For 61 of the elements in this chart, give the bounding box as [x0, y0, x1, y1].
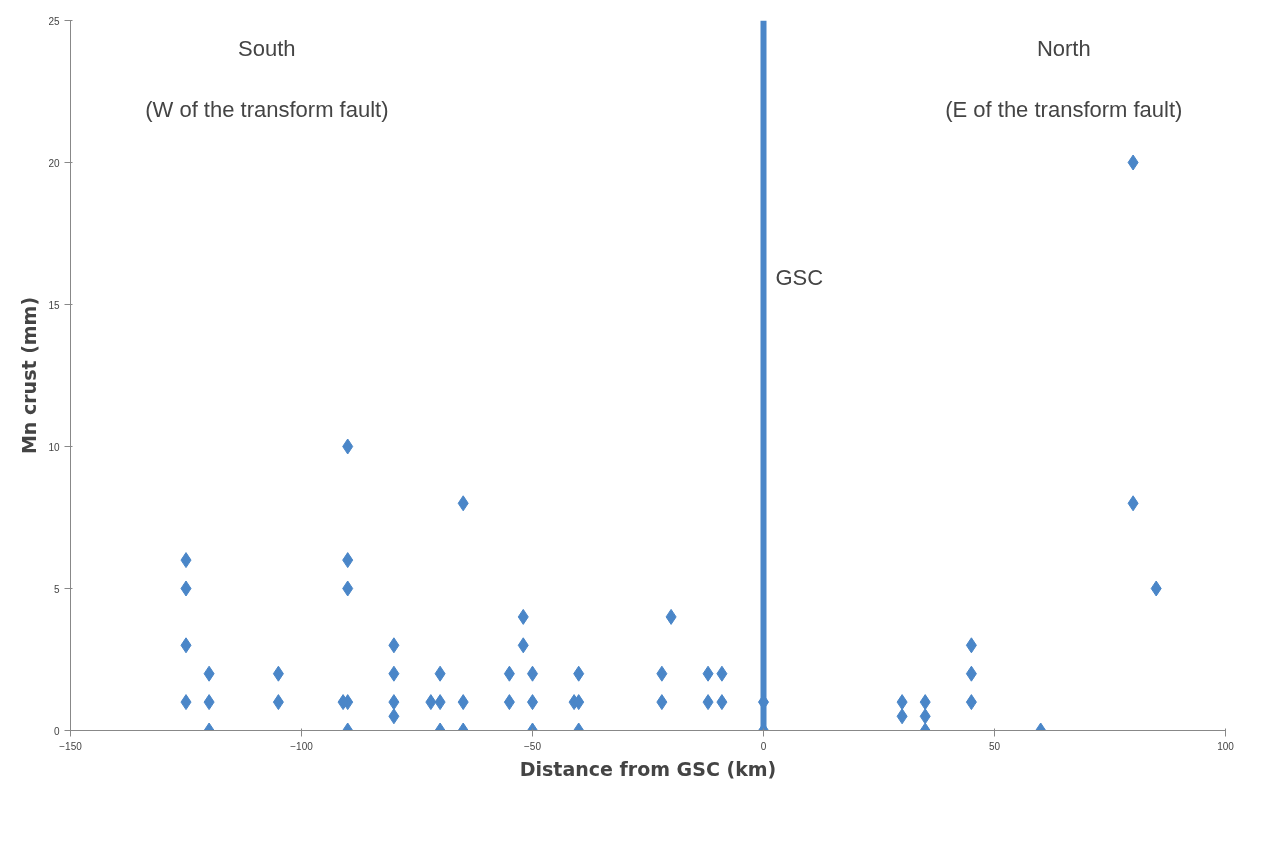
point	[342, 580, 354, 597]
point	[457, 495, 469, 512]
x-tick-label: −150	[59, 740, 83, 752]
point	[896, 708, 908, 725]
x-tick-label: −50	[524, 740, 542, 752]
x-tick-label: −100	[290, 740, 314, 752]
point	[517, 608, 529, 625]
point	[388, 665, 400, 682]
point	[716, 694, 728, 711]
point	[272, 665, 284, 682]
point	[388, 694, 400, 711]
point	[388, 708, 400, 725]
point	[702, 694, 714, 711]
point	[965, 665, 977, 682]
point	[1127, 154, 1139, 171]
point	[180, 552, 192, 569]
point	[573, 665, 585, 682]
y-tick-label: 15	[48, 299, 60, 311]
point	[965, 694, 977, 711]
point	[656, 694, 668, 711]
x-tick-label: 100	[1217, 740, 1235, 752]
point	[1150, 580, 1162, 597]
point	[896, 694, 908, 711]
point	[272, 694, 284, 711]
point	[919, 694, 931, 711]
point	[203, 665, 215, 682]
ref-line-label: GSC	[775, 265, 824, 291]
point	[716, 665, 728, 682]
point	[517, 637, 529, 654]
point	[656, 665, 668, 682]
point	[965, 637, 977, 654]
point	[1127, 495, 1139, 512]
annotation: North	[1036, 36, 1091, 62]
point	[665, 608, 677, 625]
point	[180, 637, 192, 654]
point	[457, 694, 469, 711]
point	[434, 665, 446, 682]
y-tick-label: 5	[53, 583, 60, 595]
x-tick-label: 50	[988, 740, 1001, 752]
point	[180, 580, 192, 597]
point	[425, 694, 437, 711]
point	[180, 694, 192, 711]
point	[919, 708, 931, 725]
x-axis-title: Distance from GSC (km)	[519, 757, 777, 780]
point	[434, 694, 446, 711]
point	[203, 694, 215, 711]
annotation: (E of the transform fault)	[945, 96, 1183, 122]
point	[342, 552, 354, 569]
y-tick-label: 25	[48, 15, 60, 27]
point	[503, 665, 515, 682]
x-tick-label: 0	[760, 740, 767, 752]
y-tick-label: 0	[53, 725, 60, 737]
point	[702, 665, 714, 682]
y-axis-title: Mn crust (mm)	[18, 296, 41, 455]
point	[342, 438, 354, 455]
point	[388, 637, 400, 654]
annotation: (W of the transform fault)	[145, 96, 389, 122]
y-tick-label: 20	[48, 157, 60, 169]
y-tick-label: 10	[48, 441, 60, 453]
annotation: South	[238, 36, 296, 62]
point	[503, 694, 515, 711]
